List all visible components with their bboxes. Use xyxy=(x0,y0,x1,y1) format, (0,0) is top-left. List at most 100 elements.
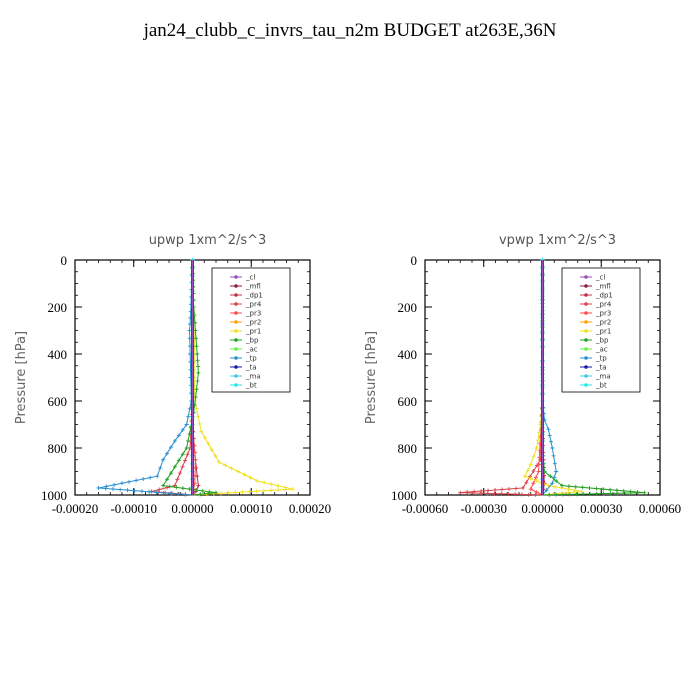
data-point xyxy=(118,487,123,492)
legend-label: _pr3 xyxy=(245,310,261,318)
data-point xyxy=(531,454,536,459)
data-point xyxy=(194,336,199,341)
data-point xyxy=(185,452,190,457)
data-point xyxy=(560,483,565,488)
data-point xyxy=(513,486,518,491)
data-point xyxy=(184,422,189,427)
legend-marker xyxy=(234,311,238,315)
data-point xyxy=(554,469,559,474)
legend-label: _ma xyxy=(595,373,611,381)
legend: _cl_mfl_dp1_pr4_pr3_pr2_pr1_bp_ac_tp_ta_… xyxy=(561,267,641,393)
data-point xyxy=(110,487,115,492)
data-point xyxy=(187,487,192,492)
data-point xyxy=(550,481,555,486)
data-point xyxy=(519,492,524,497)
series-pr4 xyxy=(149,258,195,497)
data-point xyxy=(499,491,504,496)
data-point xyxy=(485,491,490,496)
legend-marker xyxy=(584,275,588,279)
data-point xyxy=(112,482,117,487)
data-point xyxy=(506,486,511,491)
data-point xyxy=(478,491,483,496)
data-point xyxy=(566,484,571,489)
data-point xyxy=(520,485,525,490)
legend-label: _tp xyxy=(595,355,607,363)
data-point xyxy=(554,478,559,483)
data-point xyxy=(573,484,578,489)
data-point xyxy=(628,490,633,495)
series-line xyxy=(460,260,543,496)
data-point xyxy=(528,487,533,492)
data-point xyxy=(240,490,245,495)
data-point xyxy=(195,364,200,369)
data-point xyxy=(195,379,200,384)
data-point xyxy=(213,453,218,458)
legend-label: _pr4 xyxy=(245,301,262,309)
data-point xyxy=(157,487,162,492)
data-point xyxy=(125,488,130,493)
data-point xyxy=(165,451,170,456)
data-point xyxy=(544,488,549,493)
chart-title: vpwp 1xm^2/s^3 xyxy=(499,233,616,248)
data-point xyxy=(536,469,541,474)
data-point xyxy=(183,458,188,463)
legend-label: _cl xyxy=(245,274,255,282)
x-tick-label: 0.00060 xyxy=(639,501,681,516)
data-point xyxy=(551,453,556,458)
legend-marker xyxy=(234,275,238,279)
data-point xyxy=(96,485,101,490)
data-point xyxy=(161,490,166,495)
data-point xyxy=(506,492,511,497)
data-point xyxy=(550,446,555,450)
data-point xyxy=(261,488,266,493)
y-axis-label: Pressure [hPa] xyxy=(364,331,379,424)
data-point xyxy=(547,492,552,497)
data-point xyxy=(175,477,180,482)
data-point xyxy=(608,487,613,492)
data-point xyxy=(161,457,166,462)
data-point xyxy=(193,457,198,462)
legend-label: _bp xyxy=(595,337,609,345)
data-point xyxy=(219,491,224,496)
y-tick-label: 800 xyxy=(48,441,68,456)
data-point xyxy=(642,490,647,495)
data-point xyxy=(546,427,551,432)
y-tick-label: 200 xyxy=(48,300,68,315)
data-point xyxy=(165,477,170,482)
data-point xyxy=(548,439,553,444)
data-point xyxy=(522,474,527,479)
data-point xyxy=(535,438,540,443)
data-point xyxy=(148,475,153,480)
data-point xyxy=(216,460,221,465)
legend-label: _cl xyxy=(595,274,605,282)
data-point xyxy=(161,483,166,488)
data-point xyxy=(608,491,613,496)
data-point xyxy=(533,475,538,480)
data-point xyxy=(158,465,163,470)
data-point xyxy=(206,491,211,496)
data-point xyxy=(233,490,238,495)
data-point xyxy=(155,474,160,479)
chart-title: upwp 1xm^2/s^3 xyxy=(149,233,267,248)
data-point xyxy=(199,429,204,434)
data-point xyxy=(167,484,172,489)
data-point xyxy=(180,452,185,457)
data-point xyxy=(168,471,173,476)
data-point xyxy=(198,492,203,497)
data-point xyxy=(172,438,177,443)
legend-marker xyxy=(584,320,588,324)
data-point xyxy=(147,489,152,494)
data-point xyxy=(536,462,541,467)
legend-marker xyxy=(234,365,238,369)
data-point xyxy=(196,370,201,375)
chart-panel-1: upwp 1xm^2/s^3 Pressure [hPa] 0 200 400 600 80… xyxy=(14,233,331,516)
legend-marker xyxy=(234,374,238,378)
data-point xyxy=(226,490,231,495)
data-point xyxy=(552,461,557,466)
data-point xyxy=(209,447,214,452)
data-point xyxy=(534,490,539,495)
data-point xyxy=(174,485,179,490)
legend-marker xyxy=(234,320,238,324)
data-point xyxy=(621,491,626,496)
